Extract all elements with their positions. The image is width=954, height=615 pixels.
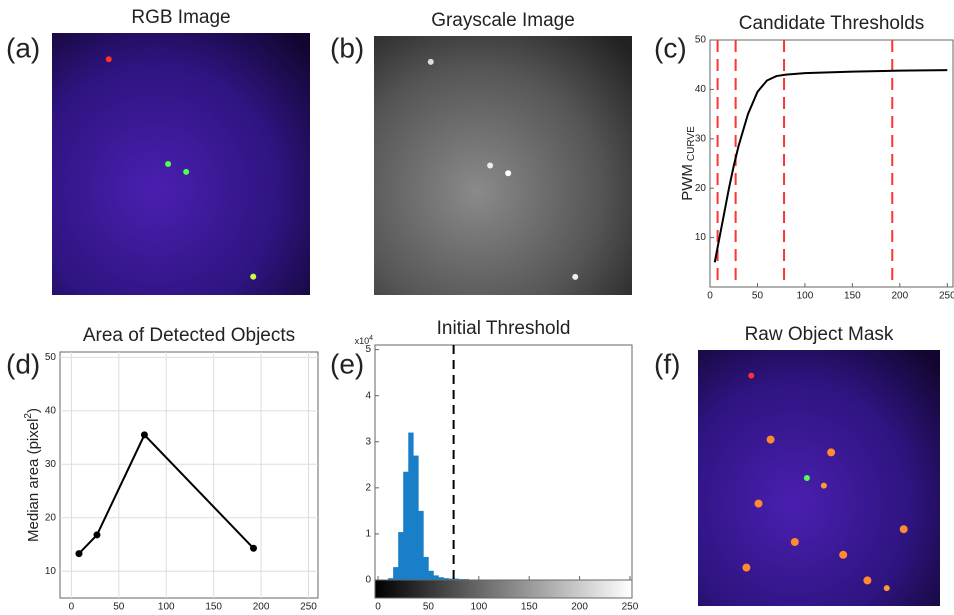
x-tick-label: 150 <box>844 291 861 302</box>
x-tick-label: 200 <box>253 602 270 610</box>
y-axis-label: Median area (pixel2) <box>23 408 42 542</box>
histogram-bar <box>403 472 408 580</box>
point <box>93 531 100 538</box>
figure: RGB Image (a) Grayscale Image (b) Raw Object… <box>0 0 954 610</box>
x-tick-label: 200 <box>571 602 588 610</box>
x-tick-label: 0 <box>69 602 75 610</box>
panel-label: (a) <box>6 32 40 63</box>
y-tick-label: 1 <box>365 529 371 540</box>
y-scale-exp: 4 <box>369 335 373 342</box>
object-spot <box>748 373 754 379</box>
point <box>75 550 82 557</box>
y-tick-label: 2 <box>365 482 371 493</box>
micrograph <box>698 350 940 606</box>
object-spot <box>827 448 835 456</box>
object-spot <box>821 483 827 489</box>
object-spot <box>165 161 171 167</box>
y-axis-label: PWM CURVE <box>679 126 697 201</box>
object-spot <box>505 170 511 176</box>
point <box>141 431 148 438</box>
x-tick-label: 50 <box>752 291 764 302</box>
y-axis-label-part: Median area (pixel <box>25 419 42 542</box>
point <box>250 545 257 552</box>
object-spot <box>791 538 799 546</box>
x-tick-label: 100 <box>158 602 175 610</box>
x-tick-label: 150 <box>521 602 538 610</box>
panel-title: Area of Detected Objects <box>83 325 295 346</box>
x-tick-label: 50 <box>423 602 435 610</box>
object-spot <box>839 551 847 559</box>
object-spot <box>487 163 493 169</box>
y-tick-label: 3 <box>365 436 371 447</box>
y-tick-label: 50 <box>695 35 707 46</box>
micrograph <box>52 33 310 295</box>
y-scale-base: x10 <box>355 336 370 346</box>
y-tick-label: 0 <box>365 575 371 586</box>
x-tick-label: 250 <box>300 602 317 610</box>
x-tick-label: 250 <box>939 291 954 302</box>
object-spot <box>250 274 256 280</box>
x-tick-label: 50 <box>113 602 125 610</box>
y-axis-label-part: ) <box>25 408 42 413</box>
y-tick-label: 4 <box>365 390 371 401</box>
histogram-bar <box>423 557 428 580</box>
object-spot <box>767 436 775 444</box>
object-spot <box>900 525 908 533</box>
y-axis-label-main: PWM <box>679 164 696 201</box>
y-tick-label: 40 <box>45 405 57 416</box>
panel-title: Raw Object Mask <box>745 324 894 345</box>
panel-label: (c) <box>654 32 687 63</box>
panel-label: (b) <box>330 32 364 63</box>
x-tick-label: 250 <box>622 602 639 610</box>
plot-area <box>710 40 953 287</box>
x-tick-label: 150 <box>205 602 222 610</box>
y-tick-label: 30 <box>45 459 57 470</box>
y-tick-label: 10 <box>45 566 57 577</box>
histogram-bar <box>408 433 413 580</box>
object-spot <box>106 56 112 62</box>
object-spot <box>428 59 434 65</box>
y-axis-label-sub: CURVE <box>686 126 697 161</box>
histogram-bar <box>428 571 433 580</box>
y-tick-label: 20 <box>695 183 707 194</box>
histogram-bar <box>433 575 438 580</box>
object-spot <box>572 274 578 280</box>
object-spot <box>884 585 890 591</box>
x-tick-label: 0 <box>375 602 381 610</box>
x-tick-label: 100 <box>797 291 814 302</box>
intensity-colorbar <box>375 580 632 598</box>
panel-label: (f) <box>654 348 680 379</box>
histogram-bar <box>398 532 403 580</box>
panel-label: (e) <box>330 348 364 379</box>
object-spot <box>755 500 763 508</box>
x-tick-label: 100 <box>470 602 487 610</box>
panel-title: Candidate Thresholds <box>739 13 925 34</box>
object-spot <box>804 475 810 481</box>
x-tick-label: 0 <box>707 291 713 302</box>
micrograph <box>374 36 632 295</box>
panel-title: Grayscale Image <box>431 10 575 31</box>
histogram-bar <box>418 511 423 580</box>
panel-title: RGB Image <box>131 7 230 28</box>
histogram-bar <box>393 567 398 580</box>
panel-label: (d) <box>6 348 40 379</box>
y-tick-label: 20 <box>45 512 57 523</box>
object-spot <box>183 169 189 175</box>
histogram-bar <box>413 456 418 580</box>
plot-area <box>60 352 318 598</box>
object-spot <box>742 564 750 572</box>
object-spot <box>863 576 871 584</box>
panel-title: Initial Threshold <box>437 318 571 339</box>
y-tick-label: 50 <box>45 352 57 363</box>
y-tick-label: 40 <box>695 84 707 95</box>
y-tick-label: 10 <box>695 232 707 243</box>
x-tick-label: 200 <box>892 291 909 302</box>
